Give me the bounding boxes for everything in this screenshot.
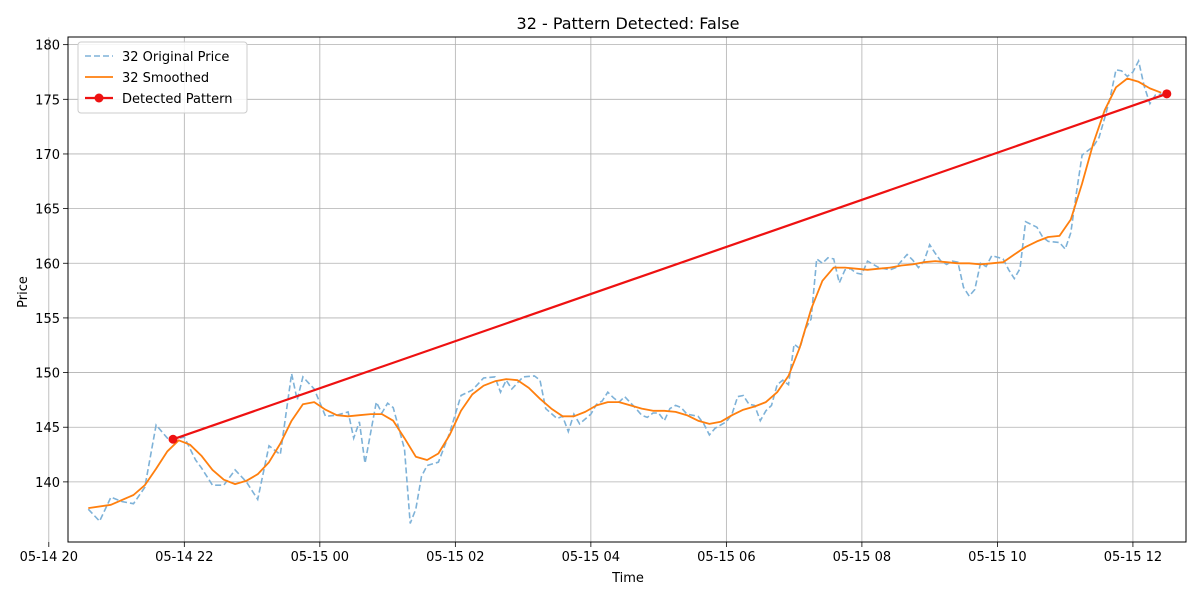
x-tick-label: 05-15 06 (697, 550, 755, 565)
x-axis-ticks: 05-14 20 05-14 22 05-15 00 05-15 02 05-15 04… (20, 542, 1162, 565)
legend-label-original: 32 Original Price (122, 50, 229, 65)
x-tick-label: 05-15 04 (562, 550, 620, 565)
x-tick-label: 05-14 20 (20, 550, 78, 565)
plot-lines (87, 58, 1172, 524)
detected-pattern-marker (168, 434, 178, 444)
y-tick-label: 180 (35, 39, 60, 54)
y-tick-label: 150 (35, 367, 60, 382)
legend-box (77, 41, 248, 114)
series-original-price-line (87, 58, 1167, 524)
chart-title: 32 - Pattern Detected: False (517, 14, 740, 33)
y-tick-label: 170 (35, 148, 60, 163)
y-tick-label: 160 (35, 257, 60, 272)
x-tick-label: 05-15 08 (833, 550, 891, 565)
y-tick-label: 155 (35, 312, 60, 327)
series-smoothed-line (88, 77, 1162, 509)
y-axis-title: Price (16, 276, 31, 308)
y-axis-ticks: 140 145 150 155 160 165 170 175 180 (35, 39, 68, 491)
x-axis-title: Time (611, 571, 644, 586)
legend-marker-pattern (94, 93, 104, 103)
y-tick-label: 145 (35, 421, 60, 436)
x-tick-label: 05-15 02 (426, 550, 484, 565)
detected-pattern-marker (1162, 89, 1172, 99)
x-tick-label: 05-15 00 (291, 550, 349, 565)
x-tick-label: 05-15 10 (968, 550, 1026, 565)
legend-label-smoothed: 32 Smoothed (122, 71, 209, 86)
x-tick-label: 05-15 12 (1104, 550, 1162, 565)
y-tick-label: 140 (35, 476, 60, 491)
grid (48, 37, 1186, 542)
axes-frame (67, 36, 1187, 543)
y-tick-label: 175 (35, 93, 60, 108)
series-detected-pattern-line (172, 92, 1168, 441)
legend-label-pattern: Detected Pattern (122, 92, 233, 107)
y-tick-label: 165 (35, 203, 60, 218)
legend: 32 Original Price 32 Smoothed Detected P… (77, 41, 248, 114)
x-tick-label: 05-14 22 (155, 550, 213, 565)
